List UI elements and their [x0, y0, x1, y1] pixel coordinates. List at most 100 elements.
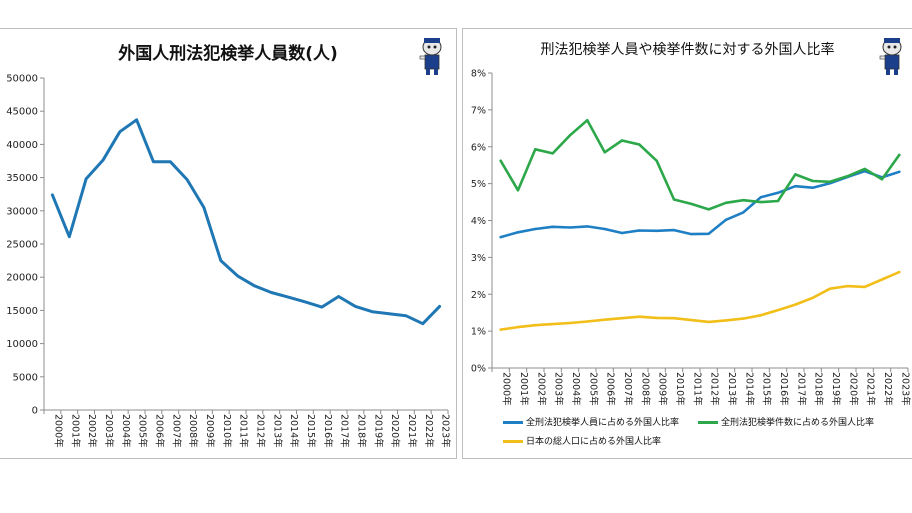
data-point: [638, 229, 641, 232]
x-tick-label: 2002年: [535, 372, 547, 406]
data-point: [534, 324, 537, 327]
line-chart-arrests: 0 5000 10000 15000 20000 25000 30000 35000 40000…: [6, 74, 451, 449]
x-tick-label: 2005年: [587, 372, 599, 406]
data-point: [742, 199, 745, 202]
x-tick-label: 2010年: [221, 414, 233, 448]
x-tick-label: 2019年: [372, 414, 384, 448]
x-tick-label: 2016年: [322, 414, 334, 448]
data-point: [724, 201, 728, 204]
x-tick-label: 2021年: [865, 372, 877, 406]
data-point: [586, 119, 589, 122]
x-tick-label: 2000年: [501, 372, 513, 406]
data-point: [655, 159, 658, 162]
x-tick-label: 2018年: [813, 372, 825, 406]
x-tick-label: 2007年: [622, 372, 634, 406]
data-point: [438, 305, 441, 308]
data-point: [101, 159, 105, 162]
legend-label: 全刑法犯検挙人員に占める外国人比率: [526, 418, 680, 428]
data-point: [828, 287, 832, 290]
data-point: [759, 200, 762, 204]
data-point: [236, 274, 239, 278]
x-tick-label: 2018年: [355, 414, 367, 448]
data-point: [811, 296, 814, 300]
data-point: [404, 314, 408, 317]
x-tick-label: 2015年: [305, 414, 317, 448]
x-tick-label: 2009年: [204, 414, 216, 448]
x-tick-label: 2001年: [518, 372, 530, 406]
x-tick-label: 2002年: [86, 414, 98, 448]
x-tick-label: 2020年: [389, 414, 401, 448]
y-tick-label: 0%: [471, 364, 486, 375]
data-point: [586, 225, 589, 228]
y-tick-label: 8%: [471, 69, 486, 80]
data-point: [303, 300, 307, 303]
legend-item: 全刑法犯検挙件数に占める外国人比率: [698, 415, 874, 428]
data-point: [320, 305, 323, 309]
data-point: [898, 153, 901, 157]
y-tick-label: 5%: [471, 179, 486, 190]
x-tick-label: 2011年: [691, 372, 703, 406]
data-point: [828, 180, 832, 183]
y-tick-label: 45000: [6, 107, 38, 118]
data-point: [603, 227, 606, 231]
data-point: [219, 259, 222, 262]
data-point: [690, 232, 693, 236]
data-point: [516, 325, 520, 329]
data-point: [794, 185, 797, 188]
data-point: [742, 211, 745, 214]
y-tick-label: 15000: [6, 306, 38, 317]
y-tick-label: 30000: [6, 206, 38, 217]
x-tick-label: 2008年: [187, 414, 199, 448]
y-tick-label: 5000: [13, 372, 38, 383]
x-tick-label: 2003年: [103, 414, 115, 448]
data-point: [776, 191, 780, 194]
x-tick-label: 2000年: [52, 414, 64, 448]
data-point: [603, 318, 606, 321]
data-point: [202, 206, 206, 209]
legend-swatch: [503, 421, 523, 424]
data-point: [68, 235, 71, 238]
data-point: [811, 186, 814, 189]
data-point: [690, 202, 693, 206]
data-point: [135, 118, 138, 122]
data-point: [499, 159, 502, 162]
data-point: [337, 295, 340, 298]
data-point: [898, 270, 901, 274]
data-point: [776, 308, 780, 312]
data-point: [898, 170, 901, 173]
data-point: [863, 167, 866, 171]
data-point: [655, 229, 658, 232]
data-point: [499, 235, 502, 239]
chart-panel-foreigner-ratio: 刑法犯検挙人員や検挙件数に対する外国人比率 0% 1% 2% 3% 4% 5% 6% 7% 8%…: [462, 28, 912, 459]
data-point: [620, 231, 624, 235]
x-tick-label: 2017年: [339, 414, 351, 448]
x-tick-label: 2022年: [882, 372, 894, 406]
x-tick-label: 2007年: [170, 414, 182, 448]
data-point: [603, 151, 606, 154]
x-tick-label: 2008年: [639, 372, 651, 406]
data-point: [84, 177, 88, 181]
data-point: [759, 196, 762, 199]
chart-title: 刑法犯検挙人員や検挙件数に対する外国人比率: [540, 42, 835, 58]
data-point: [690, 318, 693, 322]
x-tick-label: 2006年: [153, 414, 165, 448]
x-tick-label: 2015年: [761, 372, 773, 406]
data-point: [185, 178, 189, 181]
data-point: [672, 198, 676, 201]
data-point: [371, 310, 374, 313]
data-point: [551, 152, 554, 155]
data-point: [655, 316, 658, 320]
x-tick-label: 2012年: [709, 372, 721, 406]
x-tick-label: 2012年: [254, 414, 266, 448]
data-point: [169, 160, 172, 163]
data-point: [759, 314, 762, 317]
legend-label: 日本の総人口に占める外国人比率: [526, 437, 662, 447]
series-line-3: [499, 270, 901, 331]
y-tick-label: 2%: [471, 290, 486, 301]
data-point: [568, 134, 572, 137]
chart-panel-criminal-arrests: 外国人刑法犯検挙人員数(人) 0 5000 10000 15000 20000 25000…: [0, 28, 457, 459]
series-line-1: [50, 118, 442, 326]
data-point: [776, 199, 780, 203]
data-point: [724, 218, 728, 221]
y-tick-label: 40000: [6, 140, 38, 151]
